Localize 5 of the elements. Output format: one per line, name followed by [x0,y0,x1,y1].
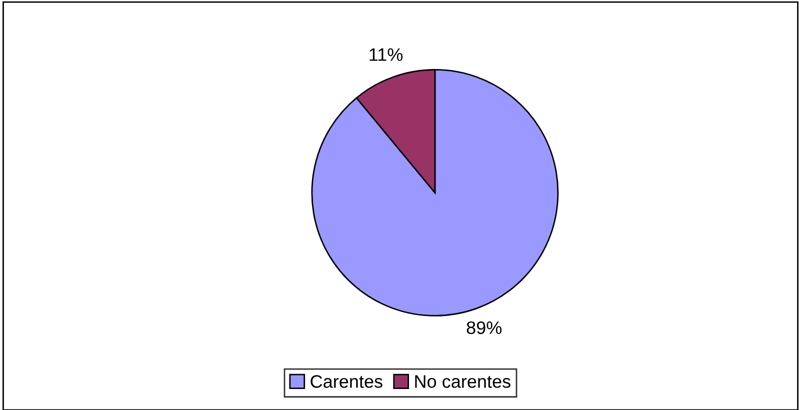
pie-slice [311,69,559,316]
legend-label: No carentes [415,375,510,388]
data-label: 89% [466,321,502,334]
legend-label: Carentes [310,375,382,388]
data-label: 11% [370,48,403,61]
